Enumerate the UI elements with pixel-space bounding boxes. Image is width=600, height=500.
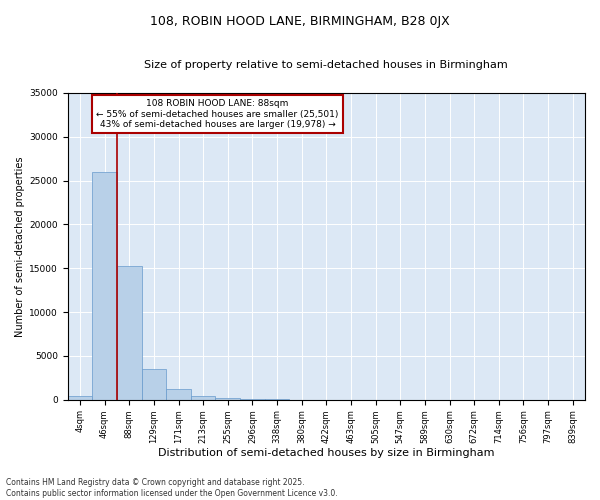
- Text: 108 ROBIN HOOD LANE: 88sqm
← 55% of semi-detached houses are smaller (25,501)
43: 108 ROBIN HOOD LANE: 88sqm ← 55% of semi…: [97, 99, 339, 129]
- Bar: [117, 266, 142, 400]
- X-axis label: Distribution of semi-detached houses by size in Birmingham: Distribution of semi-detached houses by …: [158, 448, 494, 458]
- Text: Contains HM Land Registry data © Crown copyright and database right 2025.
Contai: Contains HM Land Registry data © Crown c…: [6, 478, 338, 498]
- Y-axis label: Number of semi-detached properties: Number of semi-detached properties: [15, 156, 25, 336]
- Bar: [215, 398, 240, 400]
- Bar: [92, 172, 117, 400]
- Bar: [191, 396, 215, 400]
- Title: Size of property relative to semi-detached houses in Birmingham: Size of property relative to semi-detach…: [145, 60, 508, 70]
- Bar: [240, 399, 265, 400]
- Bar: [142, 369, 166, 400]
- Text: 108, ROBIN HOOD LANE, BIRMINGHAM, B28 0JX: 108, ROBIN HOOD LANE, BIRMINGHAM, B28 0J…: [150, 15, 450, 28]
- Bar: [166, 389, 191, 400]
- Bar: [68, 396, 92, 400]
